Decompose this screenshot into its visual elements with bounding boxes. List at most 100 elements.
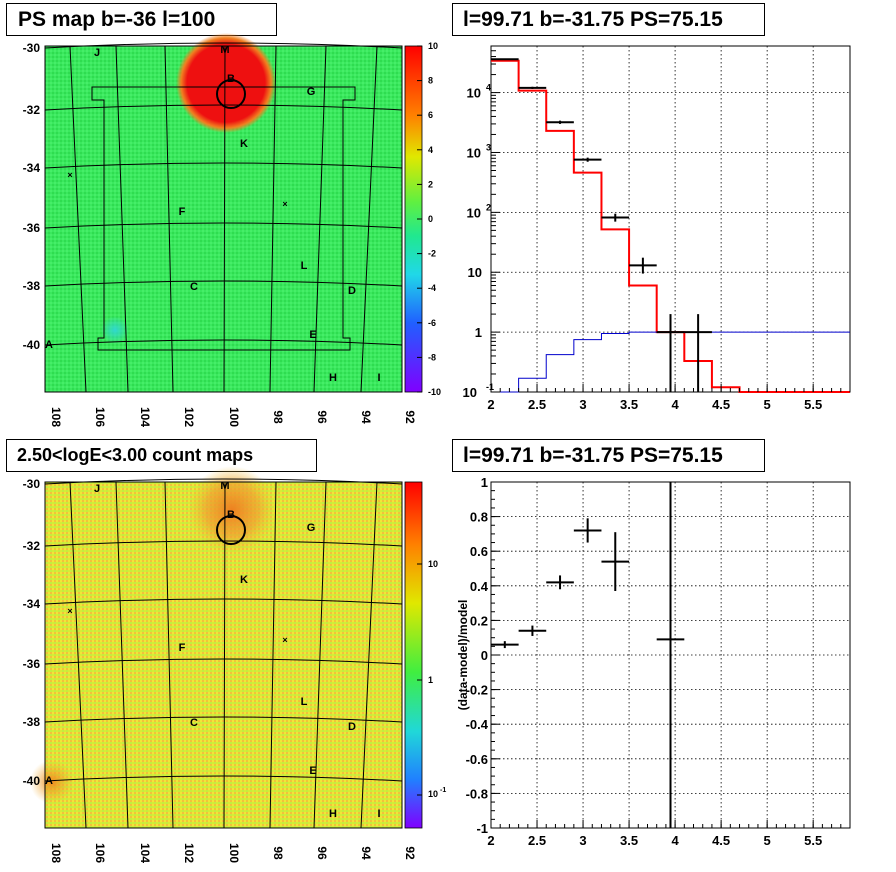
count-map-y-ticks: -30 -32 -34 -36 -38 -40 (23, 477, 41, 788)
source-cross-marker: × (282, 635, 287, 645)
count-map-frame (44, 481, 403, 829)
map-y-tick: -40 (23, 774, 41, 788)
y-tick-label: -0.6 (466, 752, 488, 767)
y-tick-label: -0.8 (466, 786, 488, 801)
map-x-tick: 94 (359, 846, 373, 860)
map-x-tick: 100 (227, 843, 241, 863)
x-tick-label: 4.5 (712, 397, 730, 412)
ps-map-title: PS map b=-36 l=100 (6, 3, 277, 36)
data-point (573, 157, 602, 162)
residual-point (518, 625, 547, 636)
map-y-tick: -30 (23, 41, 41, 55)
ps-cbar-tick-label: -10 (428, 387, 441, 397)
map-y-tick: -30 (23, 477, 41, 491)
y-tick-label: -1 (476, 821, 488, 836)
ps-cbar-tick-label: -4 (428, 283, 436, 293)
map-x-tick: 92 (403, 846, 417, 860)
source-cross-marker: × (67, 606, 72, 616)
spectrum-axes: 2 2.5 3 3.5 4 4.5 5 5.5 10 -1 1 10 10 2 10 3 10 4 (463, 50, 851, 412)
x-tick-label: 4.5 (712, 833, 730, 848)
map-x-tick: 98 (271, 846, 285, 860)
source-label-I: I (377, 372, 380, 384)
map-x-tick: 92 (403, 410, 417, 424)
source-label-M: M (220, 44, 229, 56)
map-x-tick: 106 (93, 407, 107, 427)
ps-cbar-tick-label: 0 (428, 214, 433, 224)
map-x-tick: 96 (315, 410, 329, 424)
data-point (684, 314, 712, 392)
y-tick-label: 10 (468, 265, 482, 280)
source-label-D: D (348, 721, 356, 733)
y-tick-label: 0 (481, 648, 488, 663)
y-tick-label: 10 (467, 205, 481, 220)
residual-axes: 2 2.5 3 3.5 4 4.5 5 5.5 -1 -0.8 -0.6 -0.4 -0.2 0 0.2 0.… (466, 475, 851, 848)
ps-cbar-tick-label: 8 (428, 76, 433, 86)
source-label-J: J (94, 47, 100, 59)
x-tick-label: 4 (671, 833, 679, 848)
x-tick-label: 5.5 (804, 833, 822, 848)
count-cbar-tick-exp: -1 (440, 787, 446, 794)
map-y-tick: -38 (23, 715, 41, 729)
x-tick-label: 5 (764, 833, 771, 848)
count-cbar-tick-10: 10 (428, 559, 438, 569)
y-tick-label: 0.2 (470, 613, 488, 628)
y-tick-label: 0.6 (470, 544, 488, 559)
map-y-tick: -36 (23, 221, 41, 235)
count-colorbar-ticks: 10 1 10 -1 (417, 559, 446, 799)
source-label-D: D (348, 285, 356, 297)
y-tick-exponent: 3 (486, 142, 491, 152)
count-roi-circle (216, 515, 246, 545)
source-label-F: F (179, 642, 186, 654)
residual-point (656, 482, 685, 828)
source-label-C: C (190, 281, 198, 293)
count-map-title: 2.50<logE<3.00 count maps (6, 439, 317, 472)
residual-title: l=99.71 b=-31.75 PS=75.15 (452, 439, 765, 472)
x-tick-label: 5 (764, 397, 771, 412)
source-label-B: B (227, 73, 235, 85)
roi-circle (216, 79, 246, 109)
map-x-tick: 100 (227, 407, 241, 427)
source-label-C: C (190, 717, 198, 729)
source-label-L: L (301, 260, 308, 272)
map-y-tick: -36 (23, 657, 41, 671)
series-background-model (491, 331, 850, 393)
residual-panel: 2 2.5 3 3.5 4 4.5 5 5.5 -1 -0.8 -0.6 -0.4 -0.2 0 0.2 0.… (456, 475, 851, 848)
map-x-tick: 102 (182, 407, 196, 427)
data-point (491, 58, 519, 61)
map-x-tick: 98 (271, 410, 285, 424)
source-label-H: H (329, 808, 337, 820)
x-tick-label: 2 (487, 833, 494, 848)
spectrum-plot (491, 58, 850, 393)
map-y-tick: -38 (23, 279, 41, 293)
ps-map-frame (44, 45, 403, 393)
ps-colorbar-ticks: 10 8 6 4 2 0 -2 -4 -6 -8 -10 (417, 41, 441, 397)
map-x-tick: 108 (49, 843, 63, 863)
data-point (656, 314, 685, 392)
spectrum-panel: 2 2.5 3 3.5 4 4.5 5 5.5 10 -1 1 10 10 2 10 3 10 4 (463, 45, 851, 412)
x-tick-label: 3 (579, 397, 586, 412)
ps-cbar-tick-label: 2 (428, 179, 433, 189)
y-tick-label: 0.4 (470, 579, 489, 594)
data-point (546, 120, 574, 124)
y-tick-label: -0.4 (466, 717, 489, 732)
ps-map-y-ticks: -30 -32 -34 -36 -38 -40 (23, 41, 41, 352)
y-tick-label: 10 (467, 86, 481, 101)
residual-point (573, 518, 602, 543)
residual-plot (491, 482, 685, 828)
count-source-glow (188, 466, 276, 554)
count-cbar-tick-0.1: 10 (428, 789, 438, 799)
source-label-K: K (240, 574, 248, 586)
source-label-E: E (309, 329, 316, 341)
count-colorbar (404, 481, 423, 829)
map-y-tick: -34 (23, 597, 41, 611)
count-cbar-tick-1: 1 (428, 675, 433, 685)
source-label-F: F (179, 206, 186, 218)
map-y-tick: -32 (23, 103, 41, 117)
map-y-tick: -34 (23, 161, 41, 175)
residual-y-label: (data-model)/model (456, 600, 470, 711)
y-tick-label: -0.2 (466, 683, 488, 698)
ps-cbar-tick-label: -2 (428, 249, 436, 259)
source-label-G: G (307, 522, 316, 534)
